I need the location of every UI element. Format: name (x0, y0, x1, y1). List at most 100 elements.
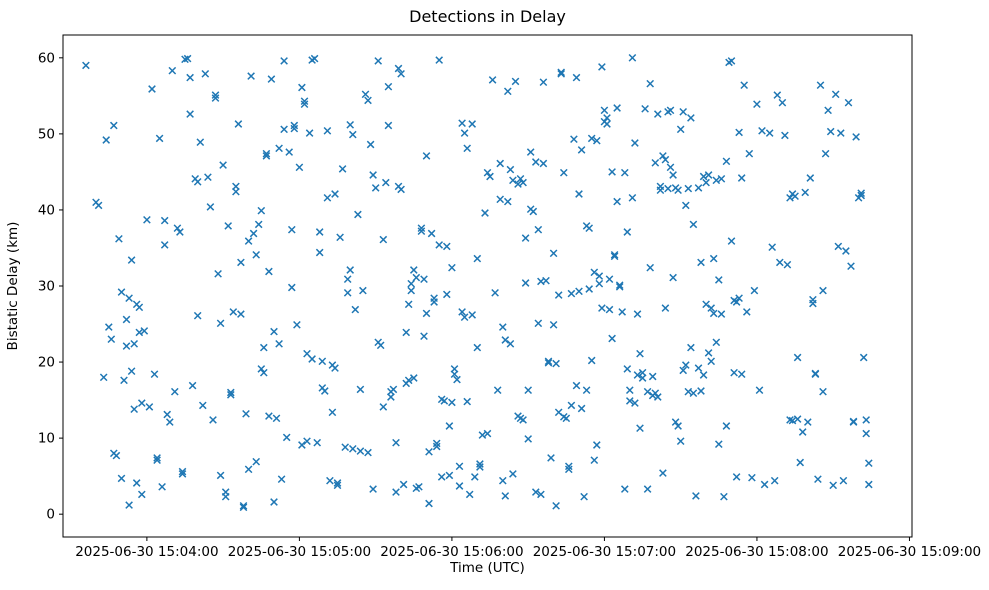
data-point (633, 371, 642, 379)
data-point (791, 192, 799, 201)
data-point (468, 120, 477, 128)
data-point (580, 492, 588, 501)
data-point (458, 119, 466, 128)
data-point (130, 405, 139, 414)
data-point (384, 121, 393, 130)
data-point (308, 355, 316, 363)
data-point (646, 79, 655, 88)
y-axis-label: Bistatic Delay (km) (5, 222, 21, 351)
data-point (155, 134, 164, 143)
data-point (534, 319, 543, 328)
data-point (448, 398, 456, 407)
data-point (359, 286, 367, 295)
data-point (598, 63, 606, 71)
data-point (503, 197, 512, 206)
data-point (712, 338, 721, 347)
data-point (625, 386, 634, 395)
data-point (684, 387, 693, 396)
data-point (689, 389, 698, 398)
data-point (290, 124, 299, 133)
data-point (193, 311, 202, 320)
data-point (346, 266, 355, 274)
data-point (491, 288, 499, 297)
data-point (117, 474, 126, 483)
data-point (826, 127, 835, 136)
data-point (137, 490, 146, 499)
data-point (717, 310, 726, 318)
data-point (704, 171, 713, 179)
data-point (320, 387, 329, 395)
data-point (836, 129, 845, 137)
data-point (140, 327, 149, 335)
data-point (265, 412, 273, 420)
data-point (585, 224, 594, 233)
data-point (399, 480, 408, 489)
data-point (646, 263, 655, 272)
data-point (99, 373, 108, 382)
data-point (592, 136, 601, 145)
data-point (315, 228, 324, 236)
data-point (323, 126, 332, 135)
data-point (864, 480, 873, 489)
plot-border (62, 34, 913, 538)
data-point (506, 339, 515, 348)
data-point (694, 184, 703, 192)
data-point (857, 189, 866, 198)
data-point (547, 454, 555, 462)
data-point (831, 90, 840, 99)
data-point (709, 309, 718, 318)
data-point (478, 431, 487, 439)
data-point (605, 275, 614, 284)
data-point (745, 149, 754, 158)
scatter-points (82, 53, 873, 512)
data-point (193, 177, 202, 186)
data-point (570, 135, 578, 144)
data-point (755, 386, 764, 395)
data-point (692, 492, 700, 500)
data-point (786, 416, 794, 424)
data-point (168, 66, 177, 75)
y-tick-label: 20 (38, 355, 55, 371)
data-point (679, 107, 688, 116)
data-point (806, 174, 815, 182)
data-point (122, 315, 131, 324)
data-point (852, 133, 860, 141)
data-point (648, 372, 657, 381)
data-point (287, 283, 296, 292)
data-point (824, 106, 832, 115)
data-point (610, 250, 619, 259)
data-point (542, 276, 550, 285)
data-point (224, 222, 233, 230)
data-point (501, 336, 510, 344)
data-point (526, 148, 535, 156)
data-point (814, 475, 822, 484)
data-point (473, 343, 482, 352)
data-point (130, 339, 139, 348)
data-point (862, 429, 871, 438)
data-point (643, 387, 652, 396)
data-point (450, 370, 459, 379)
data-point (816, 81, 825, 90)
data-point (801, 188, 810, 197)
data-point (430, 298, 438, 306)
data-point (122, 342, 131, 350)
data-point (681, 361, 690, 369)
data-point (298, 83, 306, 92)
data-point (712, 176, 721, 185)
data-point (361, 90, 370, 99)
data-point (552, 359, 560, 368)
data-point (483, 429, 492, 438)
x-tick-label: 2025-06-30 15:04:00 (75, 544, 218, 560)
data-point (389, 385, 398, 394)
data-point (651, 158, 660, 167)
data-point (460, 129, 469, 137)
data-point (844, 98, 853, 107)
chart-title: Detections in Delay (409, 7, 566, 26)
data-point (356, 447, 365, 455)
data-point (280, 125, 288, 134)
data-point (748, 473, 756, 482)
data-point (786, 193, 794, 202)
data-point (699, 371, 708, 379)
data-point (722, 157, 731, 166)
data-point (293, 320, 301, 329)
